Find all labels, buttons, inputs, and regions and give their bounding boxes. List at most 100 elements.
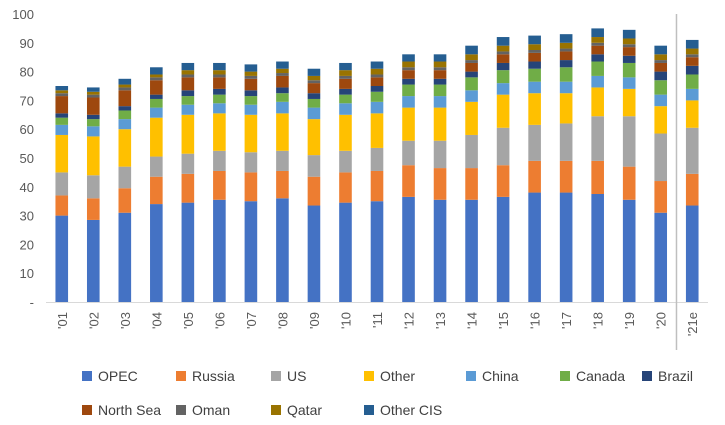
bar-segment-other-cis bbox=[370, 61, 384, 69]
bar-segment-other-cis bbox=[244, 64, 258, 72]
bar-segment-brazil bbox=[591, 54, 604, 62]
bar-segment-qatar bbox=[307, 75, 321, 81]
legend-swatch bbox=[642, 371, 652, 381]
bar-segment-north-sea bbox=[55, 96, 69, 114]
bar-segment-other bbox=[591, 87, 604, 117]
bar-segment-us bbox=[150, 156, 163, 177]
bar-segment-opec bbox=[528, 192, 541, 302]
bar-segment-oman bbox=[150, 77, 163, 81]
bar-segment-north-sea bbox=[276, 75, 289, 88]
bar-segment-oman bbox=[654, 60, 668, 63]
bar-segment-oman bbox=[244, 75, 258, 79]
bar-segment-north-sea bbox=[244, 78, 258, 91]
bar-segment-oman bbox=[276, 73, 289, 76]
bar-segment-other-cis bbox=[528, 35, 541, 45]
bar-segment-qatar bbox=[244, 71, 258, 76]
legend-item-other-cis: Other CIS bbox=[364, 402, 442, 418]
bar-segment-us bbox=[433, 140, 447, 169]
bar-segment-us bbox=[370, 147, 384, 171]
bar-segment-russia bbox=[339, 172, 352, 203]
bar-segment-oman bbox=[559, 48, 573, 52]
legend-item-qatar: Qatar bbox=[271, 402, 322, 418]
bar-segment-brazil bbox=[559, 60, 573, 68]
bar-segment-china bbox=[181, 104, 195, 115]
bar-segment-other bbox=[118, 129, 132, 167]
bar-segment-russia bbox=[654, 181, 668, 213]
bar-segment-us bbox=[86, 175, 100, 199]
bar-segment-oman bbox=[591, 42, 604, 46]
bar-segment-brazil bbox=[213, 88, 226, 95]
x-tick-label: '14 bbox=[465, 312, 480, 329]
y-tick-label: 70 bbox=[20, 93, 34, 108]
bar-segment-brazil bbox=[433, 78, 447, 85]
bar-segment-other bbox=[181, 114, 195, 154]
bar-segment-north-sea bbox=[496, 54, 510, 63]
x-tick-label: '16 bbox=[528, 312, 543, 329]
bar-segment-china bbox=[150, 107, 163, 118]
y-tick-label: 40 bbox=[20, 180, 34, 195]
bar-segment-north-sea bbox=[685, 57, 699, 66]
bar-segment-other bbox=[55, 134, 69, 173]
bar-segment-canada bbox=[496, 70, 510, 84]
bar-segment-us bbox=[559, 123, 573, 161]
x-tick-label: '15 bbox=[496, 312, 511, 329]
bar-segment-canada bbox=[622, 62, 636, 78]
bar-segment-canada bbox=[307, 98, 321, 108]
y-axis: - 10 20 30 40 50 60 70 80 90 100 bbox=[12, 7, 34, 310]
bar-segment-oman bbox=[433, 67, 447, 71]
bar-segment-canada bbox=[339, 94, 352, 104]
bar-segment-other-cis bbox=[150, 67, 163, 75]
bar-segment-oman bbox=[55, 93, 69, 97]
legend-item-canada: Canada bbox=[560, 368, 625, 384]
bar-segment-us bbox=[307, 155, 321, 177]
bar-segment-china bbox=[244, 104, 258, 115]
bar-segment-other bbox=[528, 93, 541, 125]
bar-segment-other-cis bbox=[622, 29, 636, 39]
bar-segment-other bbox=[86, 136, 100, 176]
bar-segment-qatar bbox=[339, 70, 352, 76]
bar-segment-us bbox=[118, 166, 132, 189]
x-tick-label: '06 bbox=[212, 312, 227, 329]
bar-segment-brazil bbox=[86, 114, 100, 120]
bar-segment-canada bbox=[86, 119, 100, 127]
bar-segment-canada bbox=[370, 91, 384, 102]
legend-swatch bbox=[466, 371, 476, 381]
bar-segment-other-cis bbox=[307, 68, 321, 76]
bar-segment-other bbox=[370, 113, 384, 148]
bar-segment-oman bbox=[528, 50, 541, 53]
bar-segment-qatar bbox=[181, 70, 195, 75]
bar-segment-north-sea bbox=[591, 45, 604, 55]
y-tick-label: - bbox=[30, 295, 34, 310]
bar-segment-qatar bbox=[622, 38, 636, 45]
bar-segment-russia bbox=[213, 170, 226, 200]
bar-segment-brazil bbox=[181, 90, 195, 97]
bar-segment-china bbox=[591, 75, 604, 88]
bar-segment-qatar bbox=[685, 48, 699, 55]
bar-segment-other bbox=[339, 114, 352, 151]
bar-segment-other bbox=[150, 117, 163, 157]
x-tick-label: '01 bbox=[55, 312, 70, 329]
bar-segment-us bbox=[528, 124, 541, 161]
bar-segment-other-cis bbox=[465, 45, 478, 55]
x-tick-label: '17 bbox=[559, 312, 574, 329]
bar-segment-north-sea bbox=[307, 83, 321, 94]
bar-segment-russia bbox=[370, 170, 384, 202]
legend-item-other: Other bbox=[364, 368, 415, 384]
bar-segment-north-sea bbox=[86, 97, 100, 115]
bar-segment-opec bbox=[244, 201, 258, 302]
bar-segment-other-cis bbox=[433, 54, 447, 62]
bar-segment-other bbox=[244, 114, 258, 153]
legend-swatch bbox=[176, 405, 186, 415]
bar-segment-china bbox=[213, 103, 226, 114]
bar-segment-russia bbox=[465, 168, 478, 200]
bar-segment-canada bbox=[528, 68, 541, 82]
bar-segment-other-cis bbox=[213, 62, 226, 71]
legend-label: Oman bbox=[192, 402, 230, 418]
legend-swatch bbox=[82, 371, 92, 381]
plot-area bbox=[55, 28, 699, 302]
bar-segment-russia bbox=[622, 166, 636, 200]
x-tick-label: '11 bbox=[370, 312, 385, 328]
bar-segment-other-cis bbox=[55, 86, 69, 91]
bar-segment-us bbox=[654, 133, 668, 182]
